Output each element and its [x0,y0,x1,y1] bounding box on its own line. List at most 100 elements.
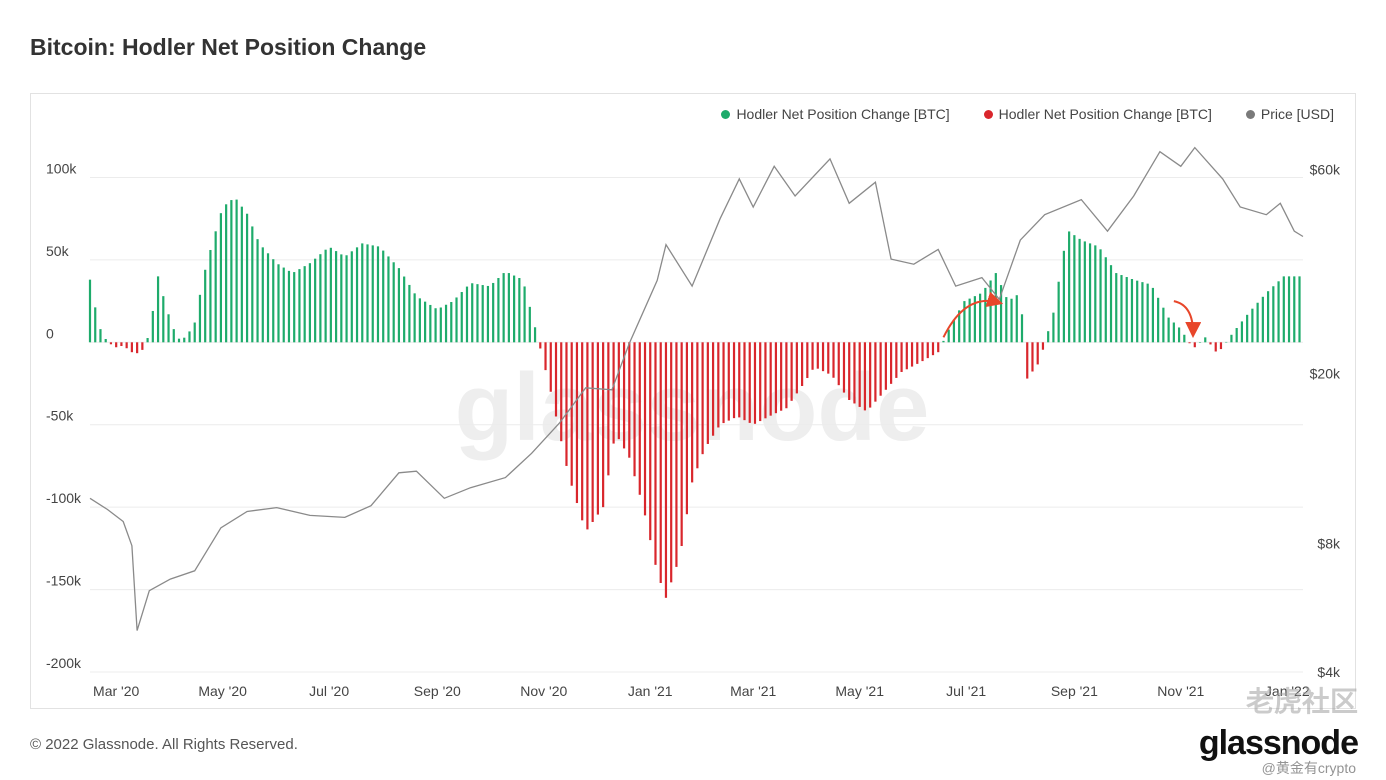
annotation-arrow-1 [1173,300,1202,339]
chart-title: Bitcoin: Hodler Net Position Change [30,34,427,60]
bar-181 [1036,342,1039,365]
bar-73 [471,283,474,343]
bar-28 [235,199,238,343]
bar-111 [670,342,673,583]
bar-88 [549,342,552,392]
bar-220 [1240,321,1244,343]
bar-97 [596,342,599,515]
bar-4 [109,342,113,345]
bar-31 [251,226,254,343]
bar-106 [643,342,647,516]
bar-117 [701,342,704,455]
bar-171 [984,287,987,343]
x-tick-label-11: Jan '22 [1265,683,1310,699]
bar-155 [900,342,903,372]
bar-126 [748,342,751,423]
legend-item-price[interactable]: Price [USD] [1245,106,1334,122]
bar-130 [769,342,772,416]
bar-104 [633,342,636,477]
bar-191 [1088,243,1092,343]
x-tick-label-2: Jul '20 [309,683,349,699]
bar-45 [324,249,327,343]
bar-110 [664,342,668,598]
author-watermark: @黄金有crypto [1261,760,1356,776]
bar-166 [958,310,961,343]
bar-99 [607,342,610,476]
bar-74 [476,284,479,343]
x-tick-label-6: Mar '21 [730,683,776,699]
bar-127 [753,342,757,424]
bar-47 [334,251,338,343]
bar-134 [790,342,793,401]
bar-101 [617,342,620,440]
bar-208 [1177,327,1181,343]
bar-156 [905,342,908,370]
bar-63 [418,298,421,343]
bar-34 [266,253,270,343]
legend-dot-negative [983,109,993,119]
bar-199 [1130,279,1134,343]
bar-163 [942,340,945,343]
legend-item-negative[interactable]: Hodler Net Position Change [BTC] [983,106,1212,122]
legend-dot-positive [721,109,731,119]
bar-86 [539,342,542,349]
bar-150 [874,342,877,402]
y-left-tick-label-1: 50k [46,243,70,259]
bar-213 [1204,337,1207,343]
bar-2 [99,329,102,343]
bar-198 [1125,277,1128,343]
bar-216 [1219,342,1223,350]
bar-133 [785,342,788,409]
bar-61 [408,284,411,343]
legend: Hodler Net Position Change [BTC] Hodler … [721,106,1334,122]
y-left-tick-label-0: 100k [46,160,77,176]
bar-24 [214,231,217,343]
bar-139 [816,342,819,369]
bar-42 [308,263,312,343]
bar-174 [999,285,1003,343]
bar-29 [240,206,243,343]
bar-152 [884,342,887,390]
bar-183 [1047,331,1050,343]
bar-215 [1214,342,1217,352]
community-watermark: 老虎社区 [1245,686,1358,717]
bar-227 [1277,281,1280,343]
y-left-tick-label-5: -150k [46,573,82,589]
bar-107 [649,342,652,541]
bar-70 [455,297,458,343]
bar-217 [1225,341,1228,343]
bar-116 [696,342,699,469]
bar-98 [602,342,605,508]
y-left-tick-label-4: -100k [46,490,82,506]
bar-16 [172,329,175,343]
y-axis-left: 100k 50k 0 -50k -100k -150k -200k [46,160,82,671]
bar-100 [612,342,615,444]
y-right-tick-label-2: $8k [1317,535,1341,551]
legend-item-positive[interactable]: Hodler Net Position Change [BTC] [721,106,950,122]
bar-122 [727,342,730,421]
bar-209 [1183,334,1186,343]
bar-21 [198,294,202,343]
bar-186 [1062,250,1065,343]
bar-11 [146,338,149,343]
annotation-arrows [942,291,1202,339]
bar-38 [287,270,291,343]
bar-49 [345,255,348,343]
bar-44 [319,254,322,343]
bar-154 [895,342,898,378]
bar-17 [177,338,181,343]
x-tick-label-10: Nov '21 [1157,683,1204,699]
x-tick-label-1: May '20 [198,683,247,699]
bar-212 [1198,342,1202,343]
bar-105 [638,342,641,495]
bar-103 [628,342,631,458]
bar-48 [340,254,343,343]
bar-15 [167,314,170,343]
bar-146 [853,342,856,404]
bar-102 [622,342,626,449]
copyright-footer: © 2022 Glassnode. All Rights Reserved. [30,736,298,753]
bar-224 [1261,296,1264,343]
bar-76 [486,285,490,343]
bar-194 [1104,257,1107,343]
bar-120 [717,342,720,428]
